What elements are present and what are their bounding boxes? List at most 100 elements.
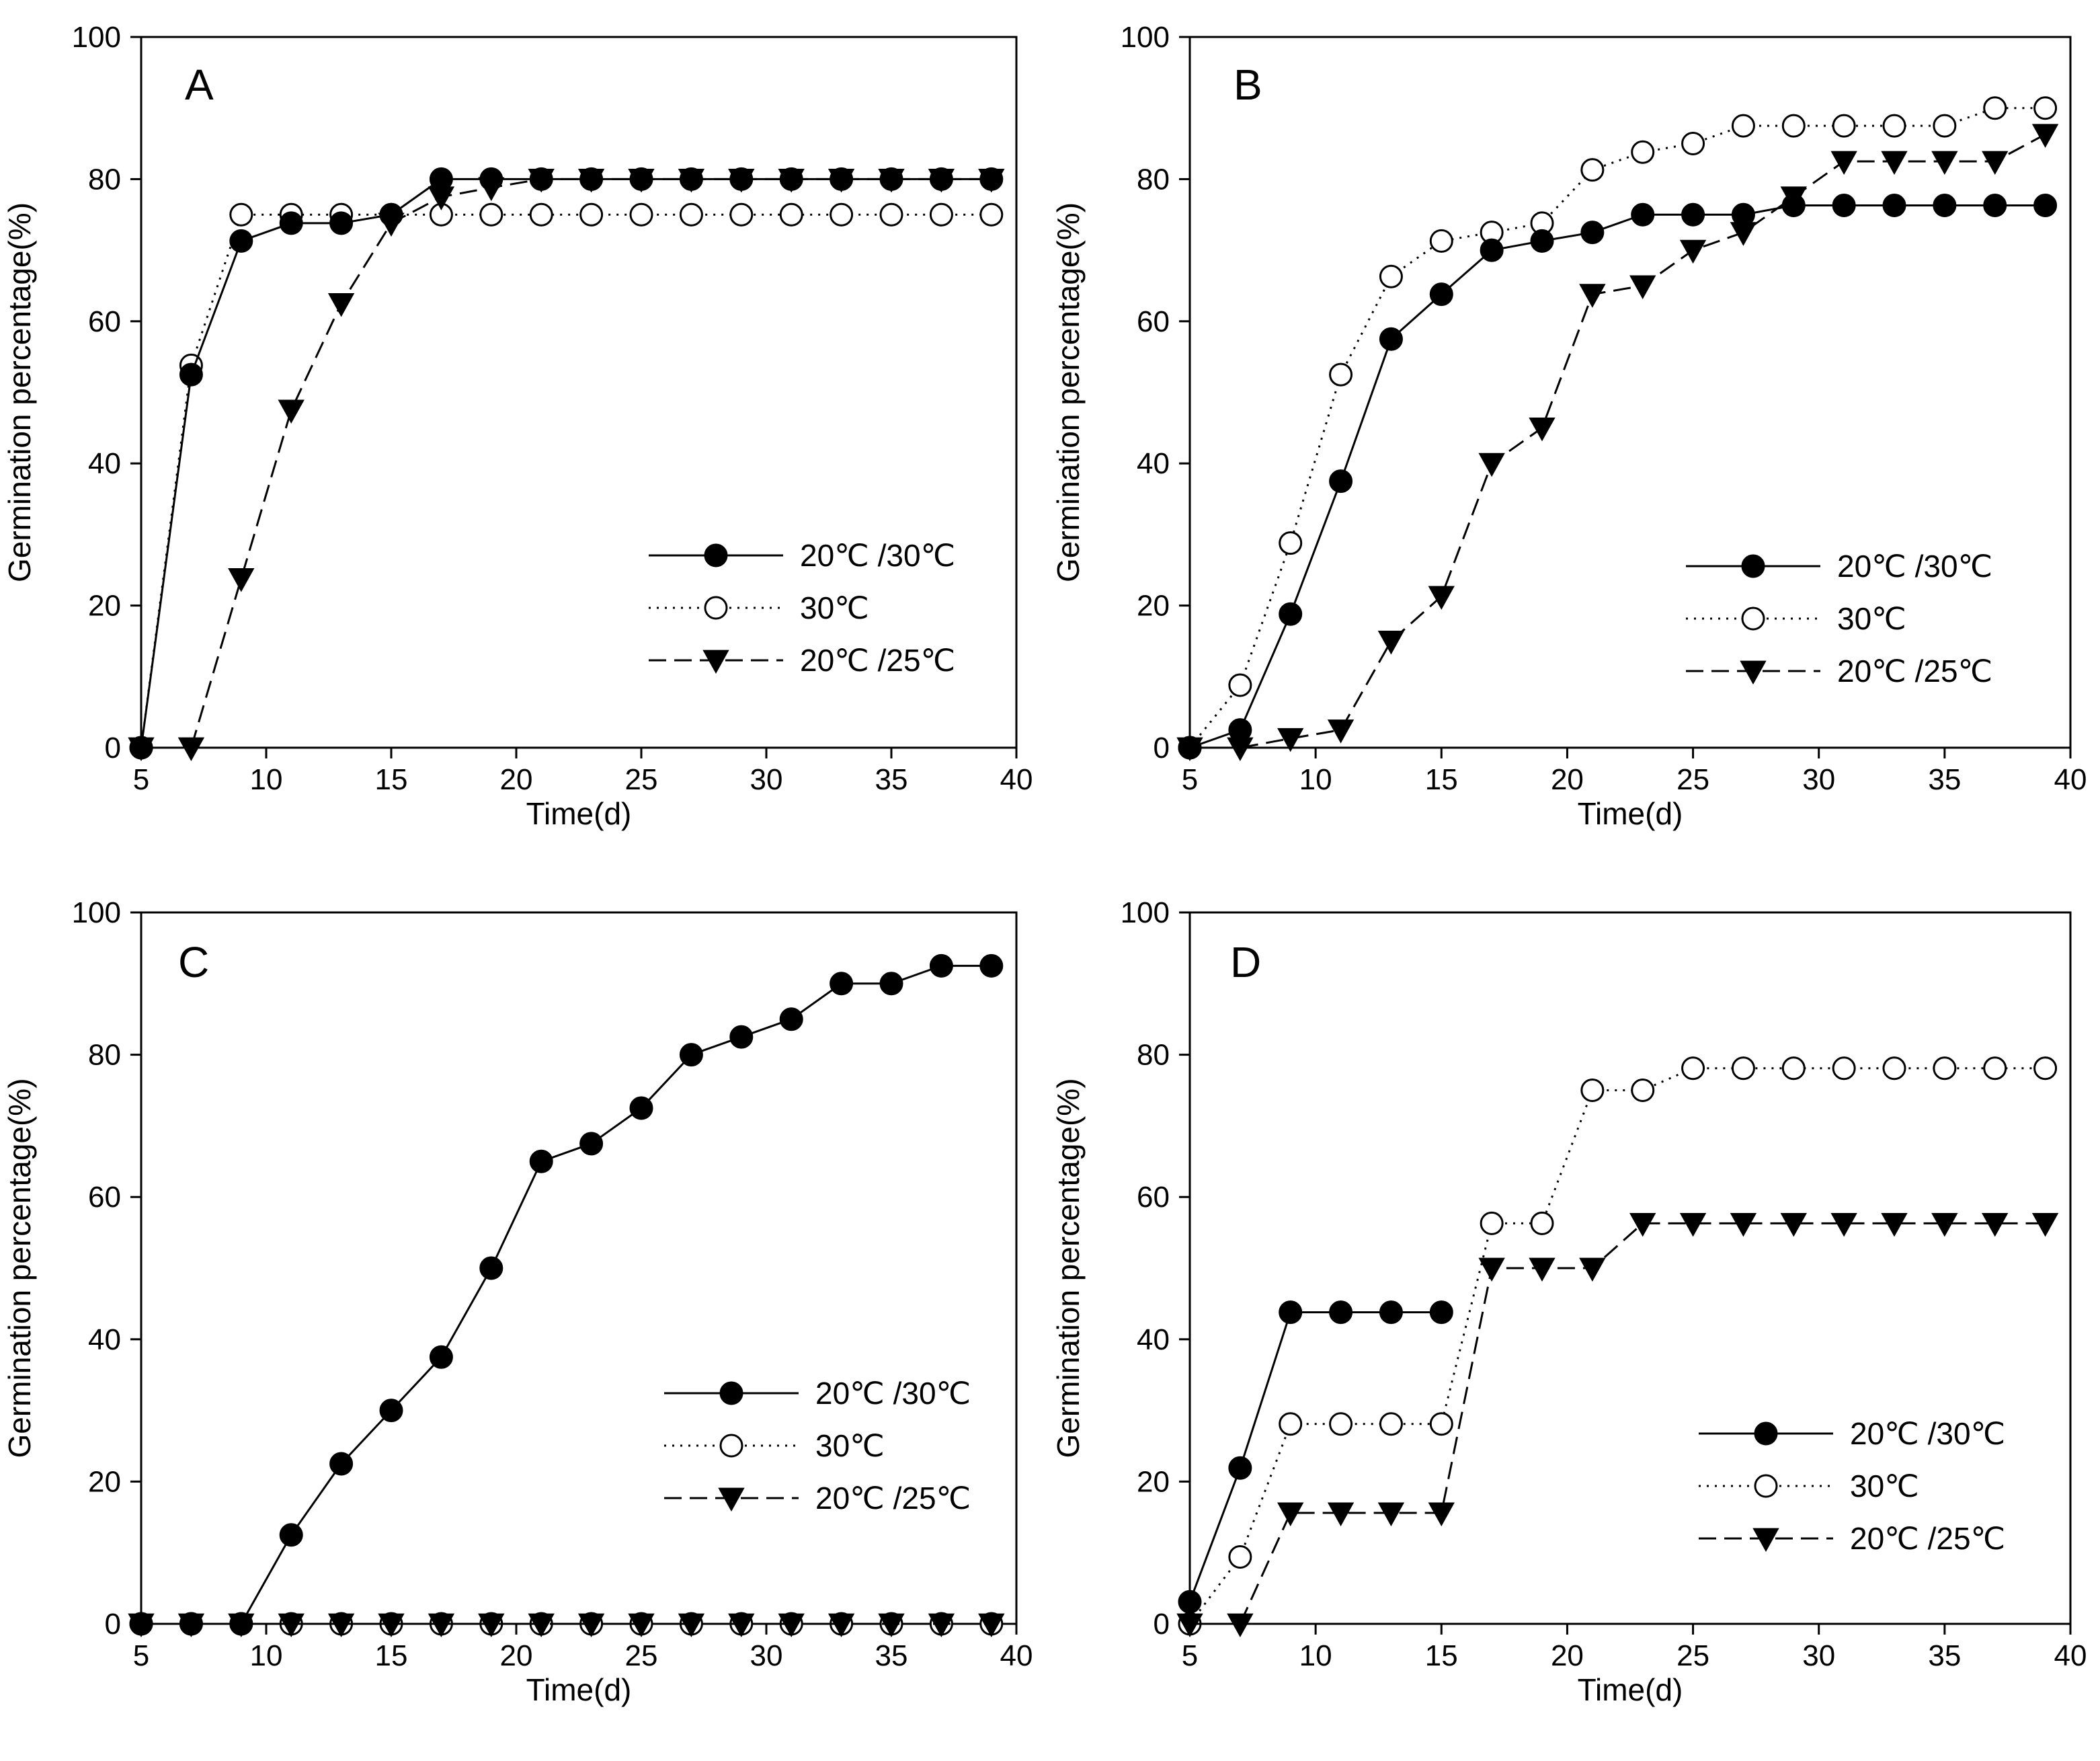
data-point [378,1613,405,1638]
data-point [479,1256,503,1280]
legend-marker [1754,1421,1778,1446]
data-point [830,972,854,996]
x-tick-label: 5 [133,1639,149,1672]
data-point [129,736,153,760]
x-tick-label: 25 [625,1639,658,1672]
data-point [429,1345,453,1369]
data-point [329,211,354,235]
data-point [929,953,953,978]
y-axis-title: Germination percentage(%) [2,202,37,582]
y-tick-label: 80 [88,1039,121,1072]
legend-marker [718,1487,745,1512]
data-point [579,1132,604,1156]
data-point [879,167,903,191]
panel-letter: A [185,61,214,109]
data-point [779,167,803,191]
plot-frame [1188,911,2072,1625]
data-point [1731,1056,1755,1081]
x-tick-label: 15 [375,763,408,796]
legend-marker [704,543,728,568]
legend-label: 20℃ /25℃ [1837,654,1992,689]
data-point [1480,1211,1504,1235]
data-point [1681,202,1705,227]
data-point [779,1007,803,1031]
legend-label: 30℃ [800,590,869,625]
y-axis-title: Germination percentage(%) [2,1078,37,1458]
data-point [2031,1212,2059,1237]
series-line-3 [1190,1222,2046,1625]
x-tick-label: 5 [133,763,149,796]
data-point [1781,114,1806,138]
data-point [679,202,703,227]
x-tick-label: 5 [1182,763,1198,796]
data-point [1377,631,1405,655]
data-point [429,167,453,191]
data-point [1830,1212,1857,1237]
x-tick-label: 20 [500,763,533,796]
x-tick-label: 15 [1425,763,1458,796]
data-point [1480,238,1504,262]
data-point [229,1612,253,1636]
data-point [1429,229,1453,253]
panel-a: 5 10 15 20 25 30 35 40 0 20 40 60 80 100 Time(d) Germin… [2,21,1033,831]
data-point [129,1612,153,1636]
legend-marker [704,596,728,620]
data-point [1832,1056,1856,1081]
y-tick-label: 100 [1121,896,1170,929]
data-point [1629,1212,1656,1237]
data-point [579,202,604,227]
data-point [1933,1056,1957,1081]
x-tick-label: 15 [375,1639,408,1672]
y-tick-label: 20 [1137,590,1170,623]
data-point [1277,728,1304,752]
data-point [1277,1502,1304,1527]
data-point [528,1613,555,1638]
data-point [1327,719,1355,744]
data-point [229,202,253,227]
data-point [679,1043,703,1067]
series-line-3 [1190,133,2046,749]
data-point [1830,151,1857,175]
data-point [1228,673,1252,697]
data-point [1279,602,1303,626]
y-tick-label: 0 [105,1608,121,1641]
data-point [1178,736,1202,760]
data-point [327,292,355,317]
data-point [1227,1613,1254,1638]
y-tick-label: 60 [88,305,121,338]
data-point [1379,327,1403,351]
data-point [1530,1211,1554,1235]
legend-label: 20℃ /30℃ [815,1376,971,1411]
panel-c: 5 10 15 20 25 30 35 40 0 20 40 60 80 100 Time(d) Germin… [2,896,1033,1707]
data-point [928,1613,955,1638]
x-tick-label: 10 [250,1639,283,1672]
legend-label: 20℃ /25℃ [815,1481,971,1516]
x-axis-title: Time(d) [526,1672,632,1707]
data-point [1279,1412,1303,1436]
y-tick-label: 100 [72,21,121,54]
x-tick-label: 15 [1425,1639,1458,1672]
x-axis-title: Time(d) [1578,796,1683,831]
x-tick-label: 40 [1000,1639,1033,1672]
x-tick-label: 30 [1802,763,1835,796]
y-tick-label: 0 [1154,1608,1170,1641]
legend: 20℃ /30℃ 30℃ 20℃ /25℃ [1699,1416,2005,1556]
x-tick-label: 30 [750,1639,783,1672]
data-point [1176,1613,1203,1638]
data-point [1478,453,1505,477]
x-tick-label: 25 [625,763,658,796]
data-point [1580,1079,1605,1102]
data-point [1529,417,1556,442]
y-tick-label: 20 [88,590,121,623]
legend-label: 20℃ /25℃ [1850,1521,2005,1556]
legend-marker [1752,1528,1779,1553]
x-tick-label: 20 [500,1639,533,1672]
data-point [327,1613,355,1638]
data-point [979,202,1004,227]
legend-label: 20℃ /30℃ [800,538,955,573]
x-tick-label: 40 [2054,1639,2087,1672]
legend: 20℃ /30℃ 30℃ 20℃ /25℃ [1686,549,1992,689]
y-tick-label: 40 [88,447,121,480]
data-point [1931,151,1958,175]
